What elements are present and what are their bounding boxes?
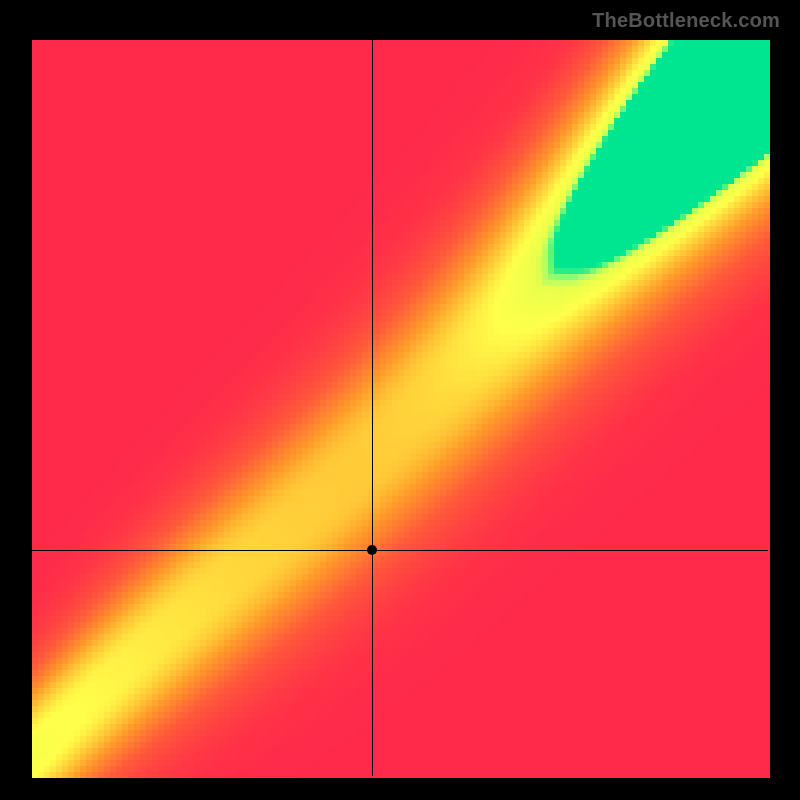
chart-stage: TheBottleneck.com (0, 0, 800, 800)
heatmap-canvas (0, 0, 800, 800)
